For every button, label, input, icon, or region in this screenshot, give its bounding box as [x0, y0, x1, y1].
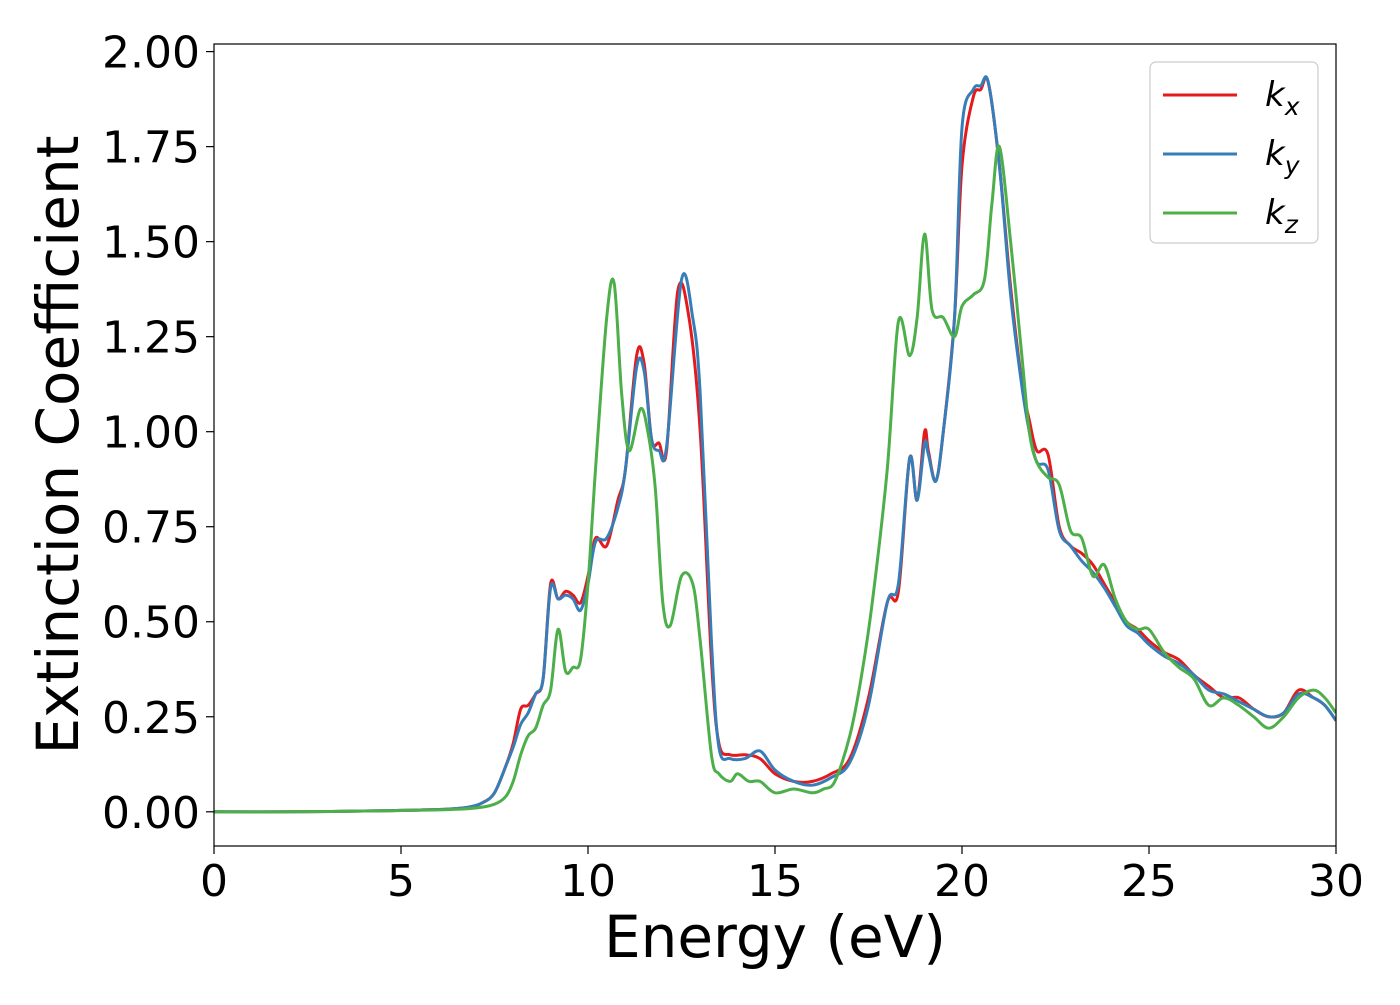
- y-tick-label: 0.75: [102, 503, 200, 554]
- y-tick-label: 1.50: [102, 218, 200, 269]
- legend: kx ky kz: [1149, 61, 1319, 244]
- y-tick-label: 2.00: [102, 28, 200, 79]
- series-line-kz: [214, 144, 1336, 814]
- x-tick-label: 5: [387, 856, 415, 907]
- y-tick-label: 0.50: [102, 598, 200, 649]
- y-tick-label: 0.00: [102, 788, 200, 839]
- x-tick-label: 30: [1308, 856, 1364, 907]
- x-tick-label: 15: [747, 856, 803, 907]
- legend-label-kx: kx: [1265, 75, 1300, 121]
- x-tick-label: 25: [1121, 856, 1177, 907]
- y-tick-label: 0.25: [102, 693, 200, 744]
- y-tick-label: 1.75: [102, 123, 200, 174]
- y-tick-label: 1.25: [102, 313, 200, 364]
- legend-label-kz: kz: [1265, 193, 1299, 239]
- x-tick-label: 0: [200, 856, 228, 907]
- legend-label-ky: ky: [1265, 134, 1301, 180]
- y-axis-label: Extinction Coefficient: [24, 136, 92, 755]
- y-tick-label: 1.00: [102, 408, 200, 459]
- series-line-ky: [214, 75, 1336, 814]
- series-layer: [214, 75, 1336, 814]
- x-axis-label: Energy (eV): [604, 903, 946, 971]
- axes-layer: 0 5 10 15 20 25 30 0.00 0.25 0.50 0.75 1.00 1.25 1.50…: [102, 28, 1364, 907]
- x-tick-label: 20: [934, 856, 990, 907]
- x-tick-label: 10: [560, 856, 616, 907]
